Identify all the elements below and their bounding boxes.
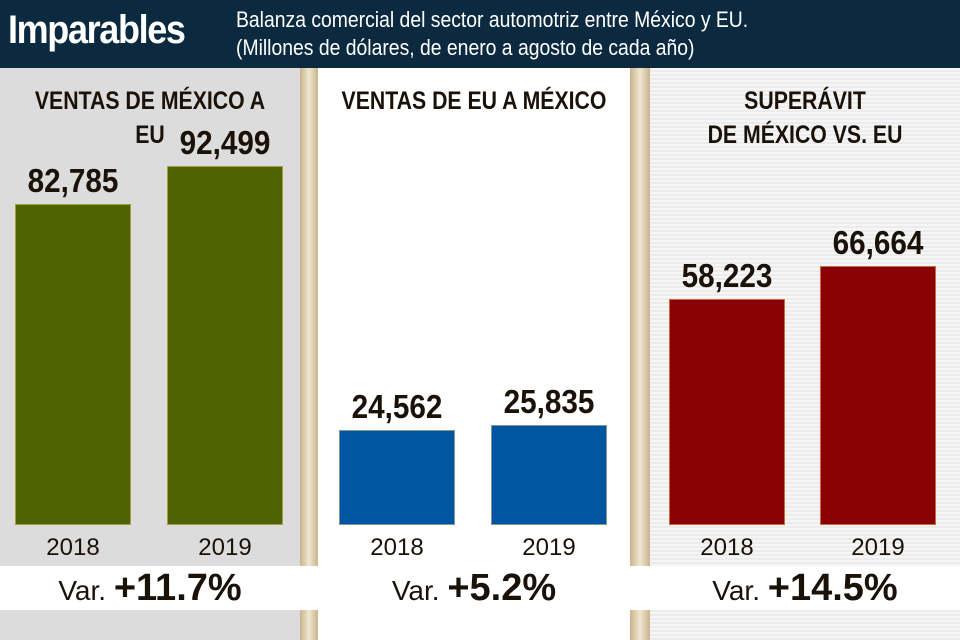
value-label: 82,785 bbox=[27, 161, 119, 199]
bar-2019 bbox=[491, 424, 607, 525]
divider bbox=[300, 68, 318, 640]
variation-row bbox=[0, 566, 960, 610]
bar-2019 bbox=[820, 266, 936, 525]
value-label: 24,562 bbox=[351, 387, 443, 425]
panel-us-to-mexico: VENTAS DE EU A MÉXICO 24,562 2018 25,835 20… bbox=[318, 68, 630, 640]
title: Imparables bbox=[8, 8, 186, 52]
bar-2018 bbox=[669, 299, 785, 525]
bar-2019 bbox=[167, 166, 283, 525]
year-label: 2018 bbox=[700, 534, 754, 561]
value-label: 25,835 bbox=[503, 382, 595, 420]
subtitle-line-1: Balanza comercial del sector automotriz … bbox=[236, 7, 749, 32]
value-label: 92,499 bbox=[179, 124, 271, 161]
year-label: 2019 bbox=[522, 534, 576, 561]
panel-title: SUPERÁVIT DE MÉXICO VS. EU bbox=[673, 84, 937, 152]
variation-label: Var. bbox=[712, 575, 760, 606]
variation-surplus: Var. +14.5% bbox=[650, 566, 960, 610]
variation-value: +5.2% bbox=[447, 567, 557, 609]
panel-title: VENTAS DE EU A MÉXICO bbox=[341, 87, 607, 115]
panel-title-line-2: DE MÉXICO VS. EU bbox=[707, 121, 903, 149]
year-label: 2018 bbox=[370, 534, 424, 561]
divider bbox=[630, 68, 650, 640]
panel-mexico-to-us: VENTAS DE MÉXICO A EU 82,785 2018 92,499 20… bbox=[0, 68, 300, 640]
year-label: 2019 bbox=[198, 534, 252, 561]
variation-label: Var. bbox=[391, 575, 440, 606]
bar-2018 bbox=[15, 203, 131, 525]
year-label: 2019 bbox=[851, 534, 905, 561]
value-label: 66,664 bbox=[832, 224, 924, 262]
panel-title-line-1: SUPERÁVIT bbox=[744, 87, 866, 115]
value-label: 58,223 bbox=[681, 257, 773, 295]
variation-mexico-to-us: Var. +11.7% bbox=[0, 566, 300, 610]
year-label: 2018 bbox=[46, 534, 100, 561]
variation-value: +14.5% bbox=[767, 567, 898, 609]
header: Imparables Balanza comercial del sector … bbox=[0, 0, 960, 68]
variation-value: +11.7% bbox=[113, 567, 242, 609]
subtitle-line-2: (Millones de dólares, de enero a agosto … bbox=[236, 35, 695, 60]
panel-surplus: SUPERÁVIT DE MÉXICO VS. EU 58,223 2018 66,… bbox=[650, 68, 960, 640]
variation-label: Var. bbox=[58, 575, 107, 606]
variation-us-to-mexico: Var. +5.2% bbox=[318, 566, 630, 610]
bar-2018 bbox=[339, 429, 455, 525]
subtitle: Balanza comercial del sector automotriz … bbox=[236, 6, 748, 62]
panel-title: VENTAS DE MÉXICO A EU bbox=[34, 87, 266, 149]
